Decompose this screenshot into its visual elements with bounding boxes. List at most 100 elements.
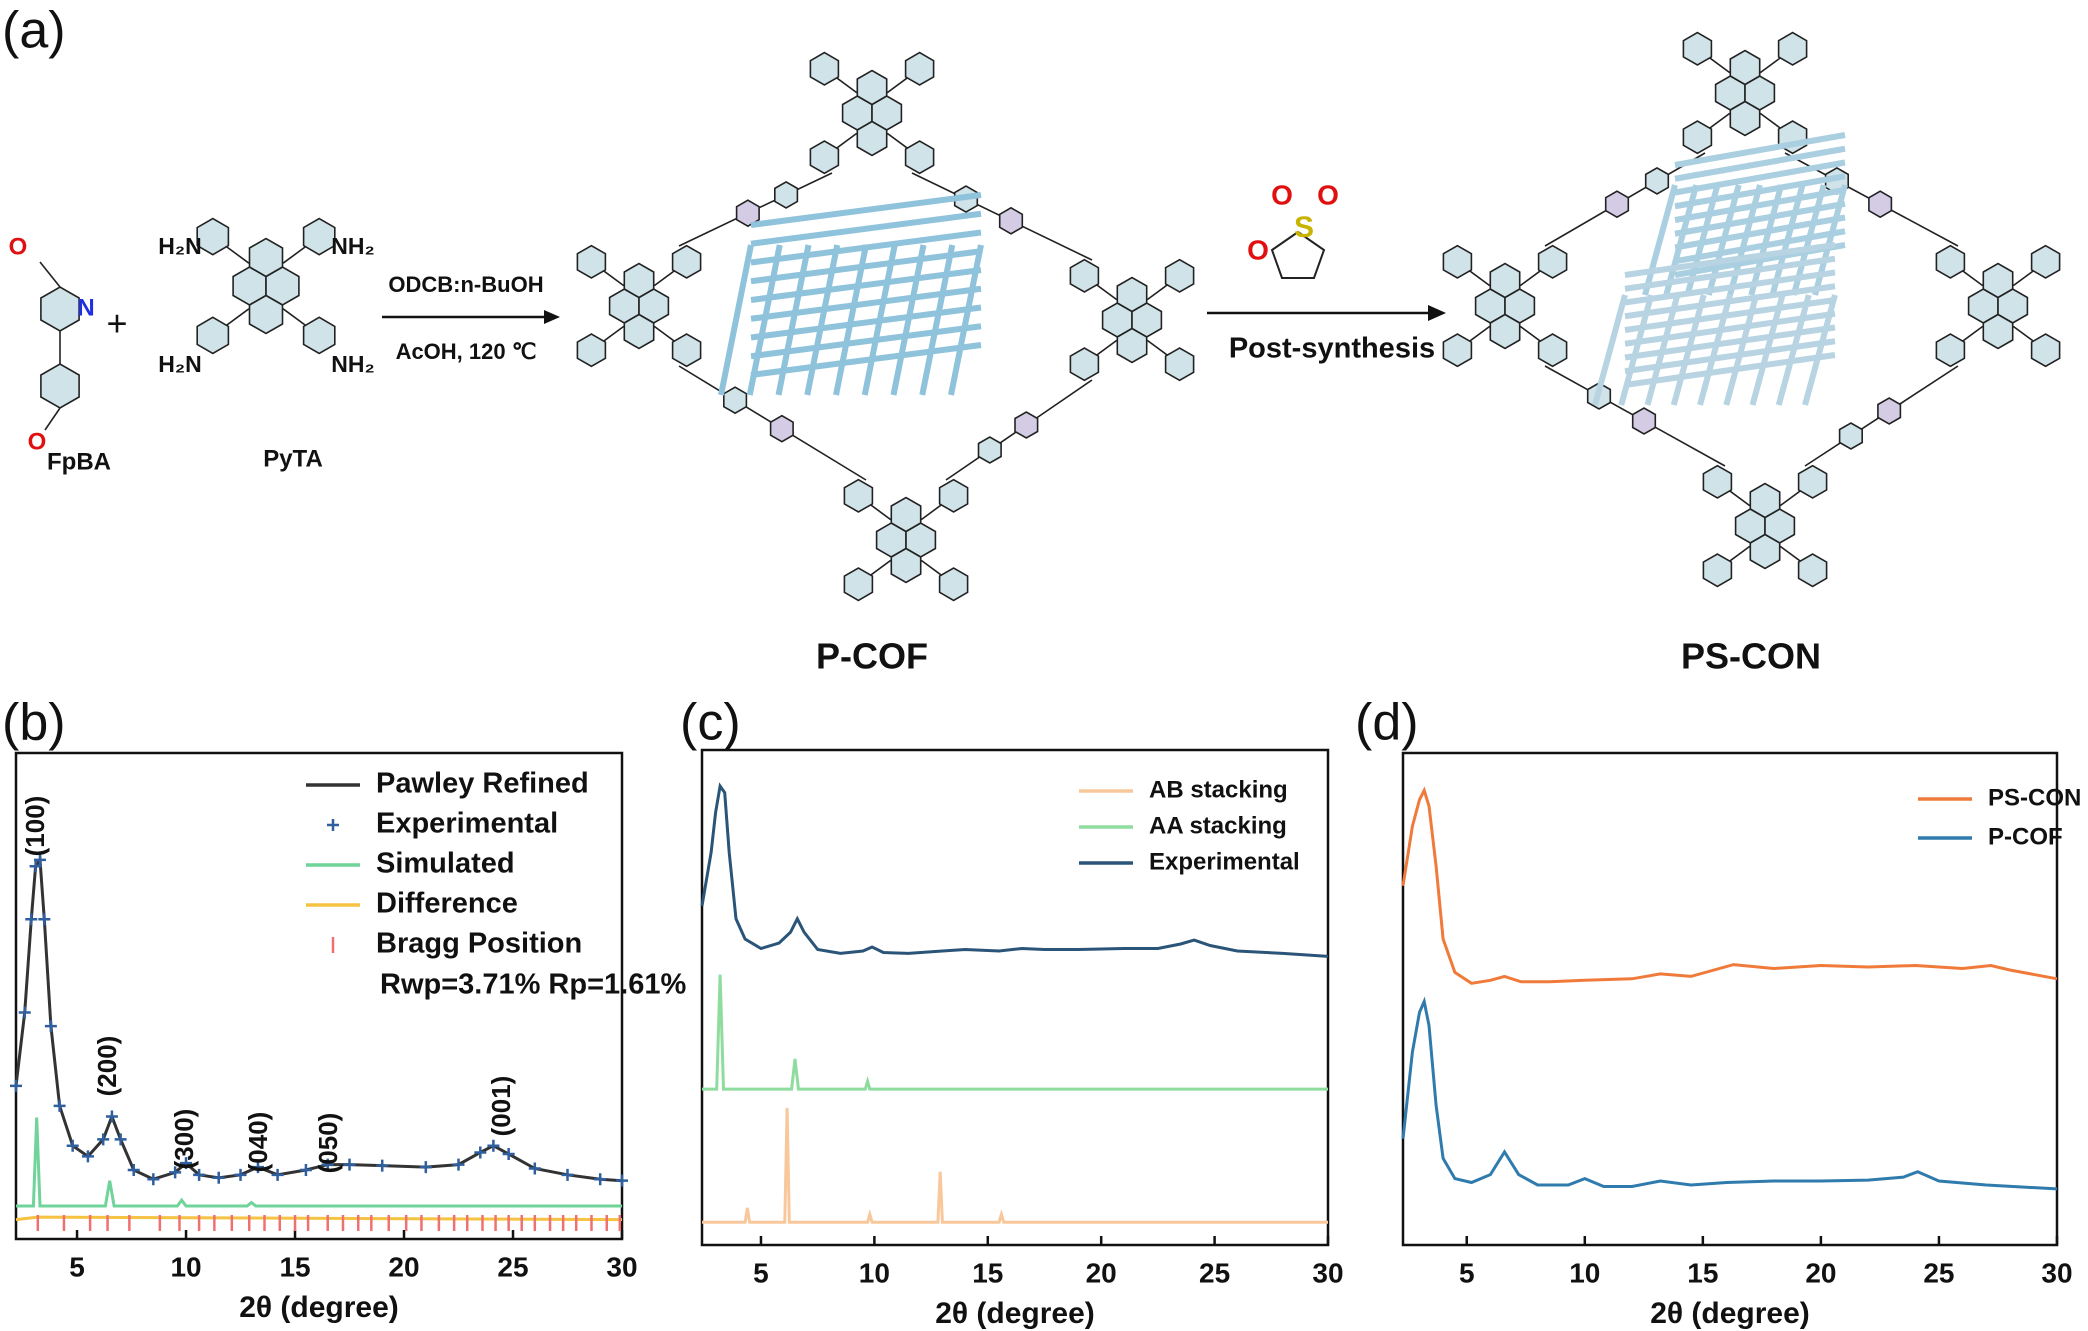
data-marker bbox=[561, 1168, 574, 1181]
framework-grid bbox=[1674, 159, 1846, 196]
x-tick-label: 20 bbox=[388, 1251, 419, 1282]
data-marker bbox=[66, 1139, 79, 1152]
ring bbox=[1537, 244, 1568, 279]
ring bbox=[1777, 31, 1808, 66]
atom-label: O bbox=[1317, 179, 1339, 210]
legend-label: Pawley Refined bbox=[376, 768, 589, 800]
x-axis-label: 2θ (degree) bbox=[935, 1297, 1095, 1330]
framework-grid bbox=[1624, 352, 1836, 388]
framework-grid bbox=[1674, 187, 1846, 223]
framework-grid bbox=[1624, 338, 1836, 375]
ring bbox=[2030, 333, 2061, 368]
ring bbox=[904, 51, 935, 86]
framework-grid bbox=[1674, 228, 1846, 265]
x-axis-label: 2θ (degree) bbox=[239, 1291, 399, 1324]
x-tick-label: 15 bbox=[279, 1251, 310, 1282]
legend-label: AA stacking bbox=[1149, 812, 1287, 839]
framework-grid bbox=[718, 244, 754, 396]
atom-label: H₂N bbox=[158, 351, 201, 377]
condition: ODCB:n-BuOH bbox=[388, 272, 543, 297]
x-tick-label: 15 bbox=[972, 1257, 1003, 1288]
ring bbox=[1604, 190, 1630, 219]
panel-label: (a) bbox=[2, 2, 66, 60]
data-marker bbox=[38, 913, 51, 926]
framework-grid bbox=[1748, 184, 1785, 296]
reactant-name: PyTA bbox=[263, 445, 323, 472]
ring bbox=[769, 414, 794, 443]
legend-label: AB stacking bbox=[1149, 776, 1288, 803]
ring bbox=[1164, 347, 1195, 382]
data-marker bbox=[419, 1161, 432, 1174]
atom-label: NH₂ bbox=[331, 233, 374, 259]
framework-grid bbox=[750, 267, 982, 303]
ring bbox=[774, 180, 799, 209]
data-marker bbox=[212, 1171, 225, 1184]
ring bbox=[671, 333, 702, 368]
data-line bbox=[700, 782, 1329, 958]
framework-grid bbox=[750, 210, 982, 247]
ring bbox=[1164, 258, 1195, 293]
ring bbox=[576, 333, 607, 368]
arrow-head bbox=[544, 310, 560, 324]
ring bbox=[302, 316, 336, 355]
panel-label: (b) bbox=[2, 694, 66, 752]
framework-grid bbox=[948, 244, 984, 396]
framework-grid bbox=[890, 244, 927, 396]
ring bbox=[1682, 120, 1713, 155]
reactant-name: FpBA bbox=[47, 448, 111, 475]
ring bbox=[1935, 244, 1966, 279]
atom-label: O bbox=[1247, 234, 1269, 265]
framework-grid bbox=[1674, 214, 1846, 251]
product-name: P-COF bbox=[816, 636, 928, 677]
ring bbox=[671, 244, 702, 279]
ring bbox=[998, 206, 1024, 235]
data-line bbox=[1401, 786, 2058, 985]
x-tick-label: 5 bbox=[1459, 1257, 1475, 1288]
legend-label: Experimental bbox=[1149, 848, 1300, 875]
ring bbox=[2030, 244, 2061, 279]
ring bbox=[1631, 407, 1657, 435]
framework-grid bbox=[1697, 294, 1733, 406]
data-marker bbox=[452, 1158, 465, 1171]
plot-frame bbox=[1401, 751, 2059, 1247]
ring bbox=[1489, 313, 1521, 350]
plus-sign: + bbox=[106, 303, 127, 344]
step-label: Post-synthesis bbox=[1229, 333, 1435, 365]
data-marker bbox=[376, 1159, 389, 1172]
data-marker bbox=[53, 1099, 66, 1112]
ring bbox=[1729, 49, 1761, 86]
ring bbox=[1982, 262, 2014, 299]
framework-grid bbox=[919, 244, 956, 396]
ring bbox=[809, 51, 840, 86]
framework-grid bbox=[1674, 145, 1846, 182]
x-tick-label: 20 bbox=[1086, 1257, 1117, 1288]
data-marker bbox=[169, 1166, 182, 1179]
arrow-head bbox=[1428, 305, 1446, 321]
atom-label: N bbox=[77, 294, 94, 321]
ring bbox=[977, 436, 1002, 464]
framework-grid bbox=[1624, 297, 1836, 333]
x-tick-label: 15 bbox=[1687, 1257, 1718, 1288]
legend-label: Simulated bbox=[376, 848, 515, 880]
data-marker bbox=[193, 1168, 206, 1181]
data-line bbox=[702, 974, 1328, 1091]
framework-grid bbox=[750, 248, 982, 285]
framework-grid bbox=[1642, 184, 1678, 296]
data-marker bbox=[528, 1162, 541, 1175]
data-line bbox=[16, 1117, 622, 1208]
ring bbox=[938, 567, 969, 602]
ring bbox=[938, 478, 969, 513]
legend-swatch bbox=[327, 819, 339, 831]
atom-label: H₂N bbox=[158, 233, 201, 259]
condition: AcOH, 120 ℃ bbox=[396, 339, 537, 364]
x-tick-label: 30 bbox=[606, 1251, 637, 1282]
data-marker bbox=[343, 1158, 356, 1171]
ring bbox=[1838, 422, 1863, 450]
peak-label: (040) bbox=[243, 1112, 273, 1173]
ring bbox=[1749, 533, 1781, 570]
ring bbox=[1729, 100, 1761, 137]
x-tick-label: 30 bbox=[2041, 1257, 2072, 1288]
ring bbox=[723, 386, 748, 415]
framework-grid bbox=[750, 342, 982, 378]
